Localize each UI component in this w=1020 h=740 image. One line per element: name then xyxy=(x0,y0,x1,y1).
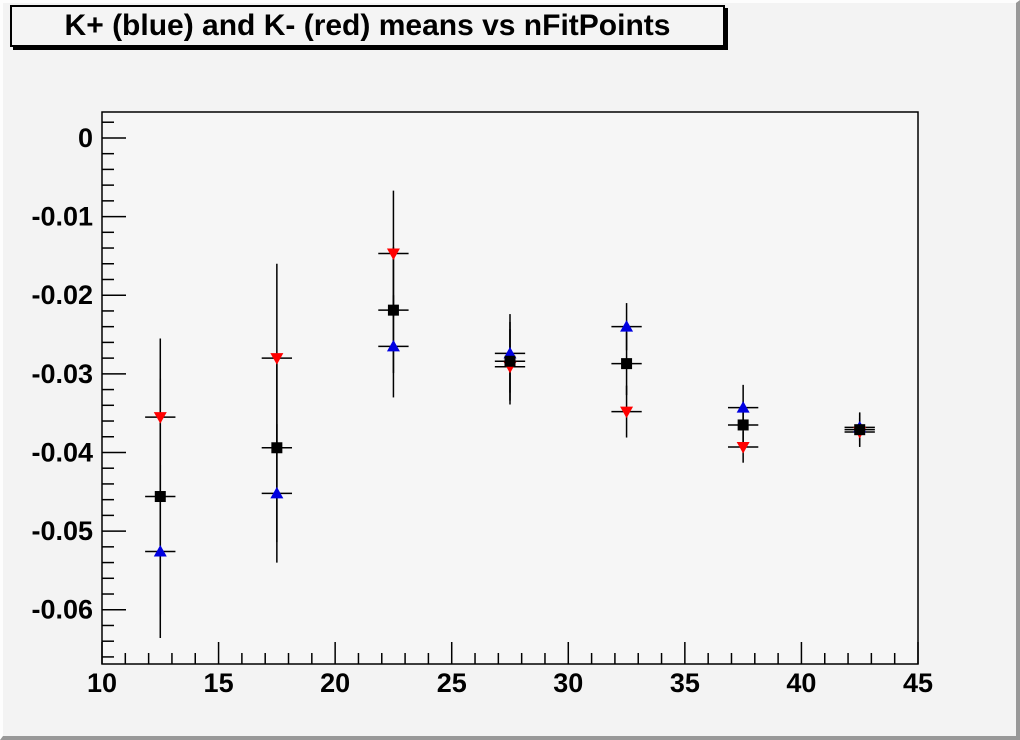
marker-triangle-up xyxy=(503,346,517,359)
x-tick-label: 15 xyxy=(204,668,234,698)
y-tick-label: 0 xyxy=(78,123,93,153)
marker-triangle-up xyxy=(736,401,750,413)
chart-title: K+ (blue) and K- (red) means vs nFitPoin… xyxy=(64,9,671,42)
x-tick-label: 10 xyxy=(87,668,117,698)
plot-area: 10 15 20 25 30 35 40 45 0 -0.01 -0.02 -0.03 -0.04 -0.… xyxy=(31,111,933,698)
marker-triangle-down xyxy=(386,248,400,261)
x-tick-label: 20 xyxy=(320,668,350,698)
marker-square xyxy=(737,419,749,431)
y-tick-label: -0.01 xyxy=(31,202,93,232)
marker-triangle-up xyxy=(153,545,167,557)
title-box: K+ (blue) and K- (red) means vs nFitPoin… xyxy=(10,5,725,47)
marker-square xyxy=(621,358,633,370)
x-tick-label: 40 xyxy=(786,668,816,698)
y-tick-label: -0.04 xyxy=(31,437,93,467)
x-tick-label: 25 xyxy=(437,668,467,698)
marker-square xyxy=(154,491,166,503)
marker-square xyxy=(504,355,516,367)
x-tick-label: 35 xyxy=(670,668,700,698)
marker-square xyxy=(271,442,283,454)
y-tick-label: -0.06 xyxy=(31,595,93,625)
marker-triangle-up xyxy=(386,339,400,352)
marker-triangle-down xyxy=(620,406,634,419)
marker-square xyxy=(854,424,866,436)
marker-triangle-up xyxy=(270,486,284,499)
x-tick-label: 30 xyxy=(553,668,583,698)
y-tick-label: -0.05 xyxy=(31,516,93,546)
marker-triangle-down xyxy=(736,441,750,454)
marker-triangle-down xyxy=(270,353,284,365)
marker-triangle-down xyxy=(153,412,167,424)
x-tick-label: 45 xyxy=(903,668,933,698)
marker-triangle-up xyxy=(620,320,634,332)
y-tick-label: -0.02 xyxy=(31,280,93,310)
y-tick-label: -0.03 xyxy=(31,359,93,389)
marker-square xyxy=(387,304,399,316)
